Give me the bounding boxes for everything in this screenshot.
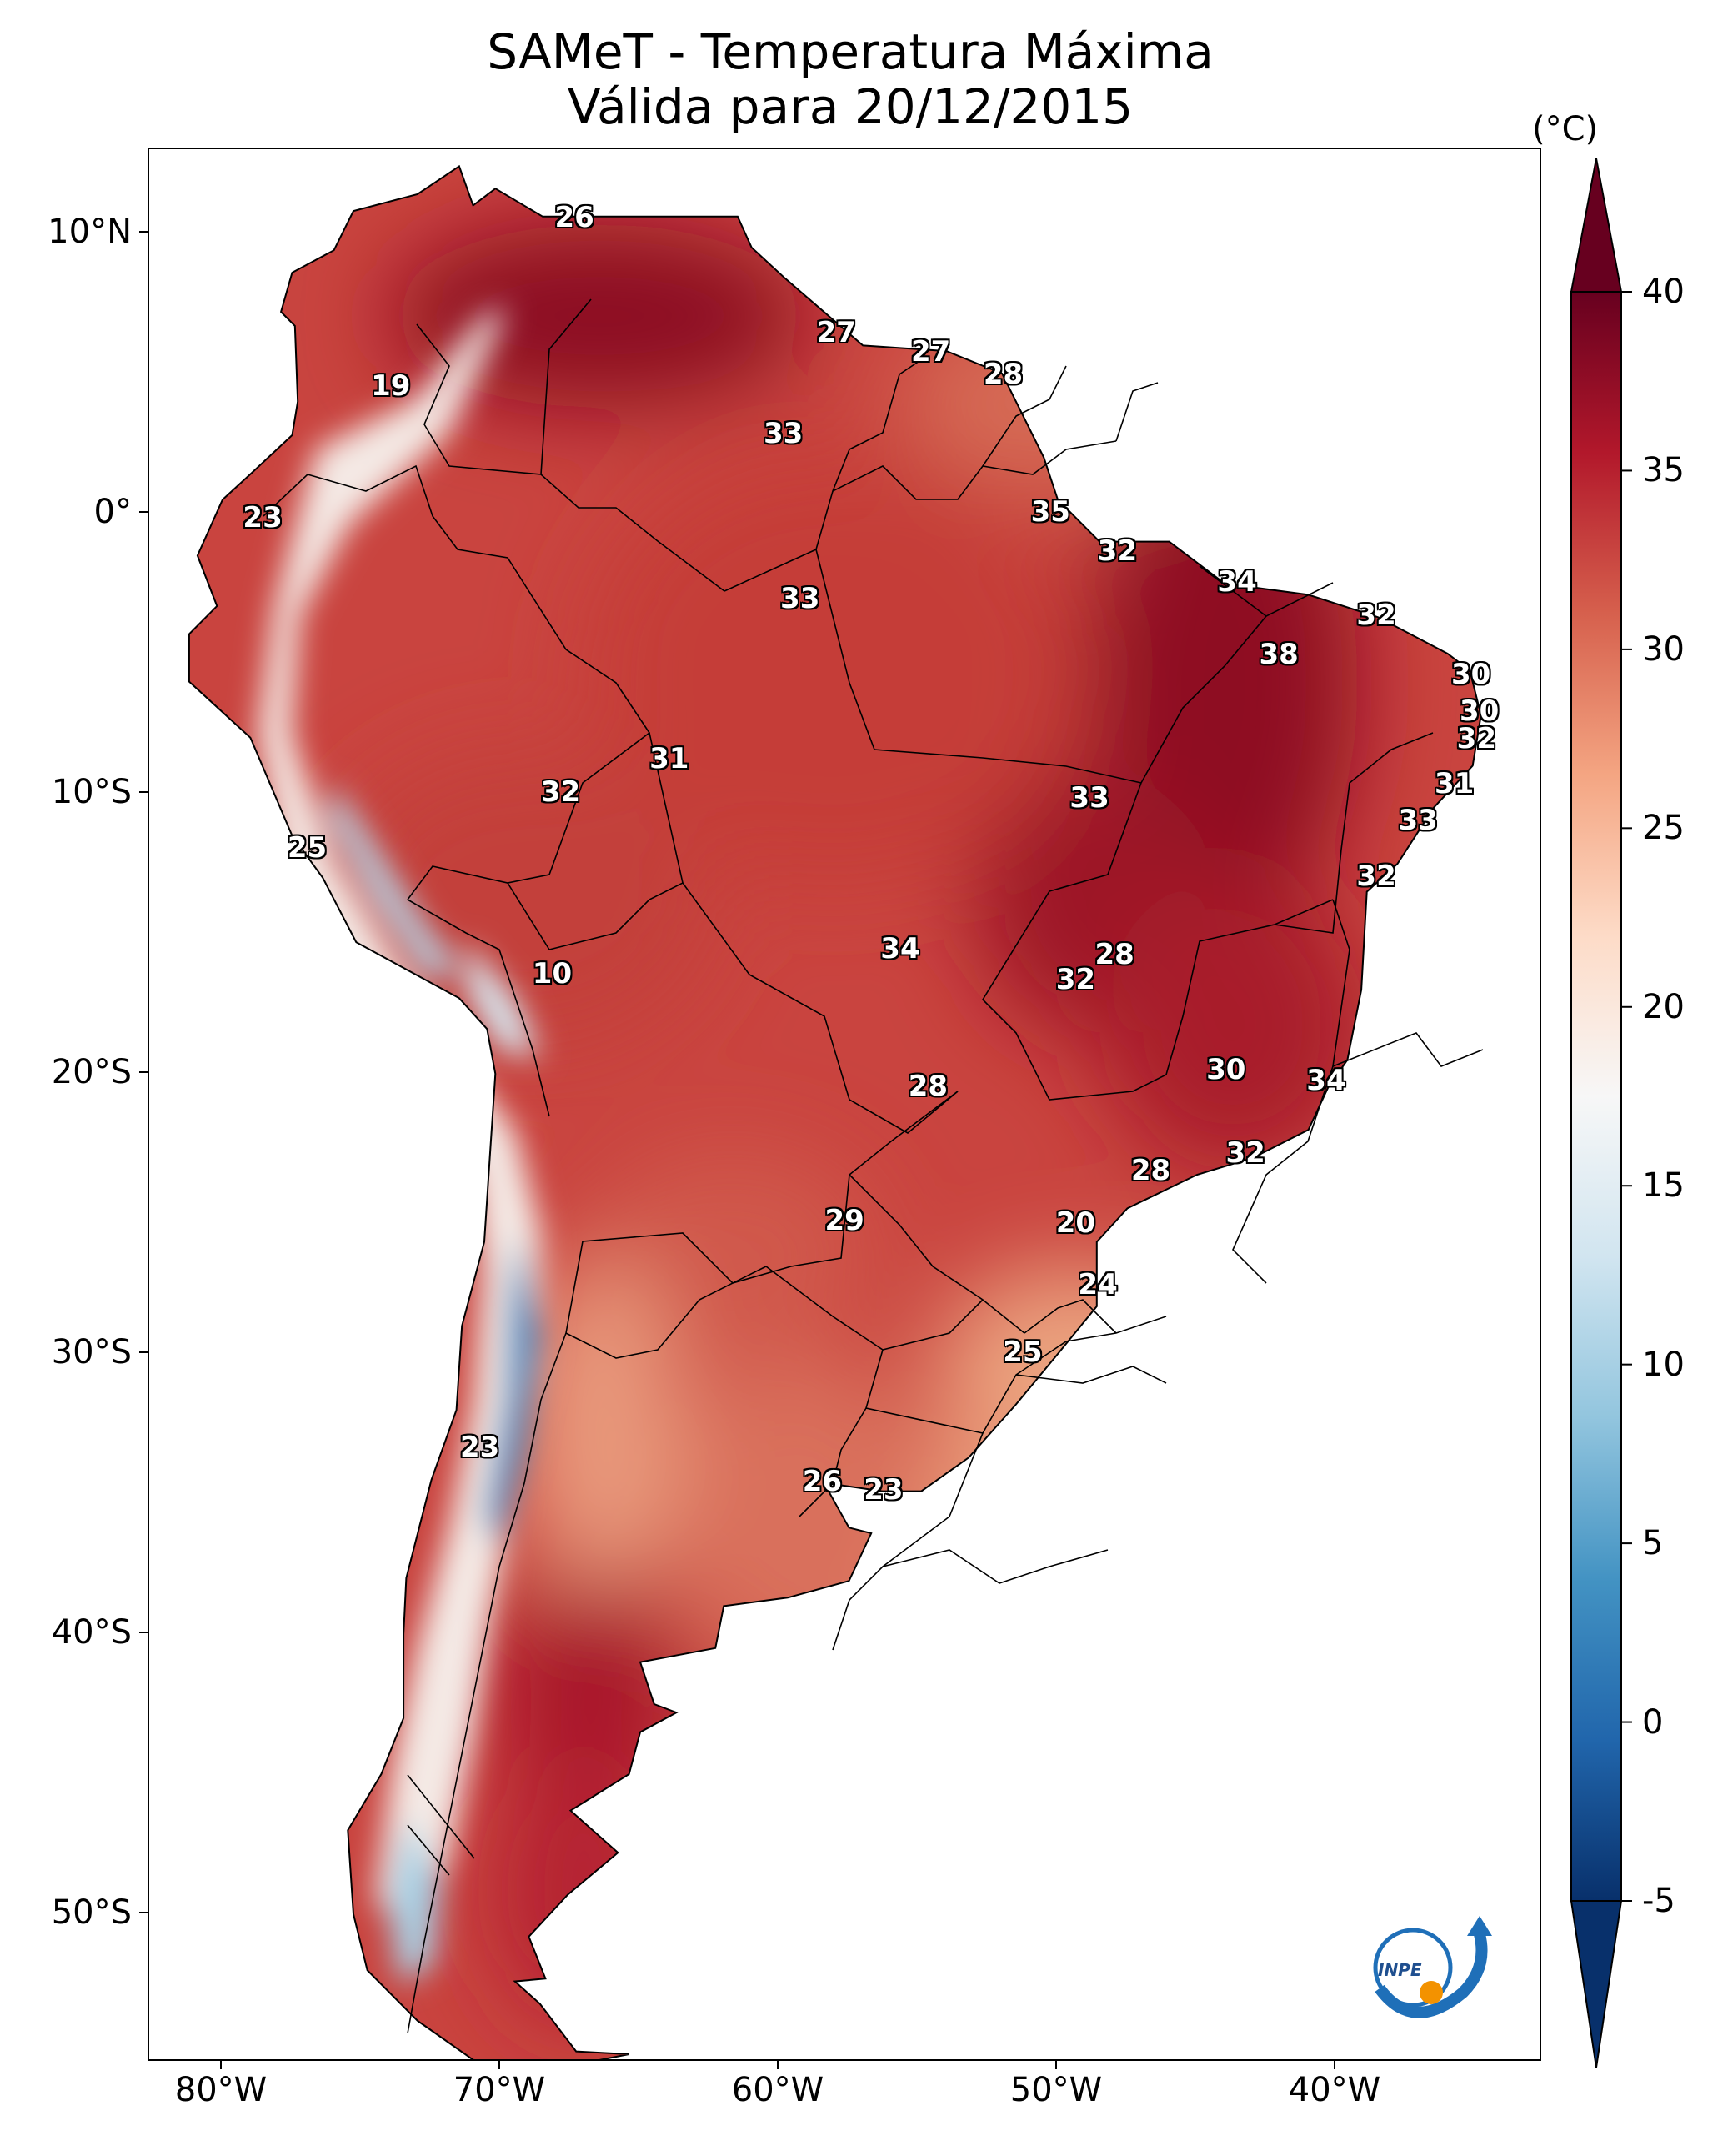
lon-tick-label: 80°W bbox=[174, 2071, 268, 2109]
colorbar-tick-label: 35 bbox=[1642, 451, 1685, 490]
lat-tick-mark bbox=[139, 1632, 148, 1633]
colorbar bbox=[1570, 158, 1632, 2068]
station-value-label: 10 bbox=[532, 957, 573, 991]
lat-tick-label: 0° bbox=[93, 493, 132, 531]
lon-tick-mark bbox=[498, 2061, 500, 2069]
lon-tick-label: 50°W bbox=[1009, 2071, 1103, 2109]
station-value-label: 32 bbox=[1356, 599, 1396, 633]
map-title: SAMeT - Temperatura Máxima bbox=[487, 23, 1214, 80]
map-subtitle: Válida para 20/12/2015 bbox=[567, 78, 1134, 135]
station-value-label: 19 bbox=[371, 369, 411, 403]
lat-tick-label: 50°S bbox=[51, 1893, 132, 1932]
station-value-label: 23 bbox=[864, 1472, 904, 1507]
station-value-label: 34 bbox=[880, 932, 920, 966]
station-value-label: 30 bbox=[1206, 1052, 1246, 1086]
station-value-label: 31 bbox=[649, 741, 689, 775]
lat-tick-label: 30°S bbox=[51, 1333, 132, 1371]
station-value-label: 28 bbox=[908, 1069, 949, 1103]
station-value-label: 30 bbox=[1450, 657, 1491, 691]
colorbar-tick-label: 30 bbox=[1642, 629, 1685, 669]
colorbar-tick-label: 10 bbox=[1642, 1345, 1685, 1384]
station-value-label: 34 bbox=[1306, 1064, 1346, 1098]
station-value-label: 33 bbox=[1069, 780, 1109, 815]
station-value-label: 28 bbox=[1130, 1153, 1171, 1187]
station-value-label: 23 bbox=[243, 500, 283, 534]
station-value-label: 24 bbox=[1078, 1268, 1118, 1302]
station-value-label: 32 bbox=[1055, 963, 1096, 997]
colorbar-tick-label: 20 bbox=[1642, 987, 1685, 1026]
colorbar-scale bbox=[1570, 291, 1622, 1902]
station-value-label: 38 bbox=[1259, 638, 1299, 672]
station-value-label: 32 bbox=[1097, 534, 1138, 569]
lat-tick-mark bbox=[139, 1351, 148, 1353]
station-value-label: 31 bbox=[1434, 766, 1475, 800]
station-value-label: 25 bbox=[287, 831, 328, 865]
station-value-label: 32 bbox=[540, 775, 581, 809]
colorbar-tick-label: 40 bbox=[1642, 273, 1685, 311]
station-value-label: 33 bbox=[1398, 803, 1438, 837]
lat-tick-label: 10°S bbox=[51, 773, 132, 811]
colorbar-max-extension bbox=[1570, 158, 1623, 293]
lon-tick-mark bbox=[220, 2061, 222, 2069]
colorbar-tick-label: 15 bbox=[1642, 1166, 1685, 1206]
colorbar-tick-label: -5 bbox=[1642, 1882, 1675, 1920]
colorbar-tick-label: 25 bbox=[1642, 809, 1685, 848]
lon-tick-label: 40°W bbox=[1288, 2071, 1381, 2109]
station-value-label: 20 bbox=[1055, 1206, 1096, 1241]
station-value-label: 32 bbox=[1225, 1136, 1265, 1171]
lon-tick-mark bbox=[1334, 2061, 1335, 2069]
lon-tick-mark bbox=[777, 2061, 779, 2069]
map-panel[interactable] bbox=[148, 148, 1541, 2061]
colorbar-min-extension bbox=[1570, 1900, 1623, 2068]
station-value-label: 33 bbox=[780, 582, 820, 616]
station-value-label: 26 bbox=[554, 201, 594, 235]
station-value-label: 28 bbox=[983, 358, 1024, 392]
lat-tick-label: 10°N bbox=[48, 213, 132, 251]
colorbar-tick-label: 0 bbox=[1642, 1702, 1664, 1742]
inpe-logo: INPE bbox=[1373, 1916, 1492, 2018]
station-value-label: 26 bbox=[802, 1464, 843, 1498]
station-value-label: 25 bbox=[1003, 1336, 1043, 1369]
lat-tick-mark bbox=[139, 1912, 148, 1913]
station-value-label: 32 bbox=[1456, 722, 1496, 756]
lat-tick-mark bbox=[139, 231, 148, 233]
lat-tick-label: 20°S bbox=[51, 1053, 132, 1091]
station-value-label: 34 bbox=[1217, 565, 1257, 599]
lat-tick-mark bbox=[139, 511, 148, 513]
station-value-label: 27 bbox=[816, 315, 856, 349]
lon-tick-label: 60°W bbox=[731, 2071, 824, 2109]
lat-tick-label: 40°S bbox=[51, 1613, 132, 1652]
colorbar-tick-label: 5 bbox=[1642, 1524, 1664, 1563]
station-value-label: 30 bbox=[1460, 694, 1500, 728]
lon-tick-label: 70°W bbox=[453, 2071, 546, 2109]
station-value-label: 33 bbox=[764, 416, 804, 450]
station-value-label: 28 bbox=[1094, 937, 1134, 971]
svg-text:INPE: INPE bbox=[1378, 1960, 1422, 1980]
station-value-label: 29 bbox=[824, 1204, 864, 1238]
colorbar-unit: (°C) bbox=[1532, 110, 1599, 148]
temperature-field bbox=[188, 164, 1484, 2059]
lat-tick-mark bbox=[139, 1071, 148, 1073]
station-value-label: 32 bbox=[1356, 859, 1396, 893]
lat-tick-mark bbox=[139, 791, 148, 793]
station-value-label: 27 bbox=[911, 335, 951, 369]
station-value-label: 23 bbox=[459, 1431, 500, 1465]
lon-tick-mark bbox=[1055, 2061, 1057, 2069]
station-value-label: 35 bbox=[1030, 495, 1070, 529]
